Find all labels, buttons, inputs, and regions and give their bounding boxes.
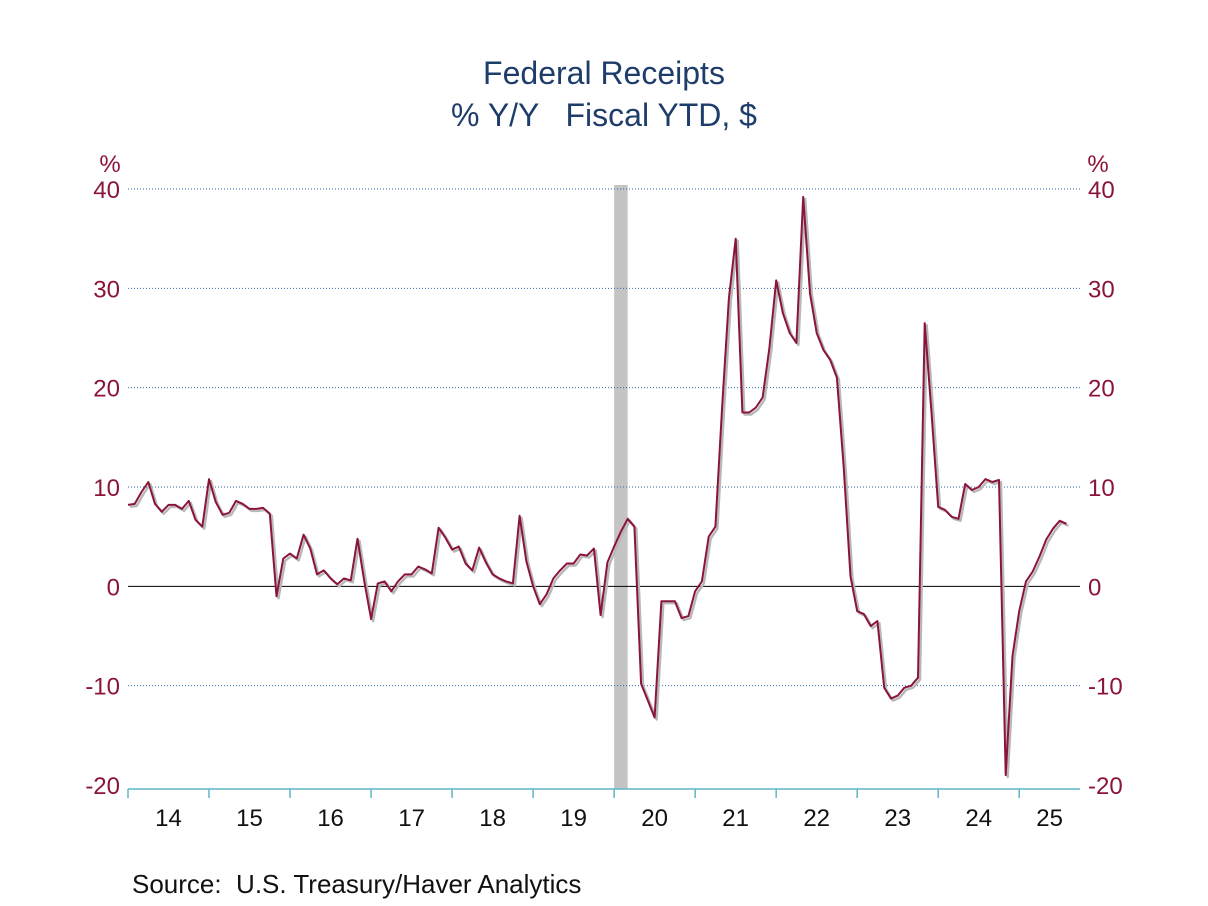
x-tick-label: 21 — [722, 805, 749, 832]
y-tick-label-right: -10 — [1088, 674, 1123, 701]
y-axis-unit-right: % — [1087, 151, 1108, 178]
y-axis-unit-left: % — [99, 151, 120, 178]
x-tick-label: 16 — [317, 805, 344, 832]
y-tick-label-left: 0 — [107, 574, 120, 601]
x-tick-label: 25 — [1036, 805, 1063, 832]
y-tick-label-left: 10 — [93, 475, 120, 502]
x-tick-label: 18 — [479, 805, 506, 832]
y-tick-label-right: 0 — [1088, 574, 1101, 601]
series-line — [127, 195, 1067, 777]
y-tick-label-right: 30 — [1088, 276, 1115, 303]
chart-subtitle: % Y/Y Fiscal YTD, $ — [451, 97, 757, 133]
x-axis-ticks: 14 15 16 17 18 19 20 21 22 23 24 25 — [155, 805, 1063, 832]
x-axis — [127, 788, 1080, 798]
y-tick-label-left: 40 — [93, 177, 120, 204]
y-tick-label-right: -20 — [1088, 773, 1123, 800]
x-tick-label: 20 — [641, 805, 668, 832]
y-axis-ticks: -20 -20 -10 -10 0 0 10 10 20 20 30 30 40 40 — [85, 177, 1122, 800]
y-tick-label-left: -10 — [85, 674, 120, 701]
x-tick-label: 24 — [965, 805, 992, 832]
y-tick-label-left: 30 — [93, 276, 120, 303]
series-shadow — [129, 197, 1069, 779]
y-tick-label-right: 10 — [1088, 475, 1115, 502]
x-tick-label: 14 — [155, 805, 182, 832]
x-tick-label: 15 — [236, 805, 263, 832]
chart-title: Federal Receipts — [483, 55, 725, 91]
x-tick-label: 22 — [803, 805, 830, 832]
y-tick-label-left: 20 — [93, 376, 120, 403]
y-tick-label-right: 40 — [1088, 177, 1115, 204]
y-tick-label-left: -20 — [85, 773, 120, 800]
source-note: Source: U.S. Treasury/Haver Analytics — [132, 869, 581, 899]
x-tick-label: 23 — [884, 805, 911, 832]
x-tick-label: 17 — [398, 805, 425, 832]
y-tick-label-right: 20 — [1088, 376, 1115, 403]
x-tick-label: 19 — [560, 805, 587, 832]
series-layer — [127, 195, 1069, 779]
